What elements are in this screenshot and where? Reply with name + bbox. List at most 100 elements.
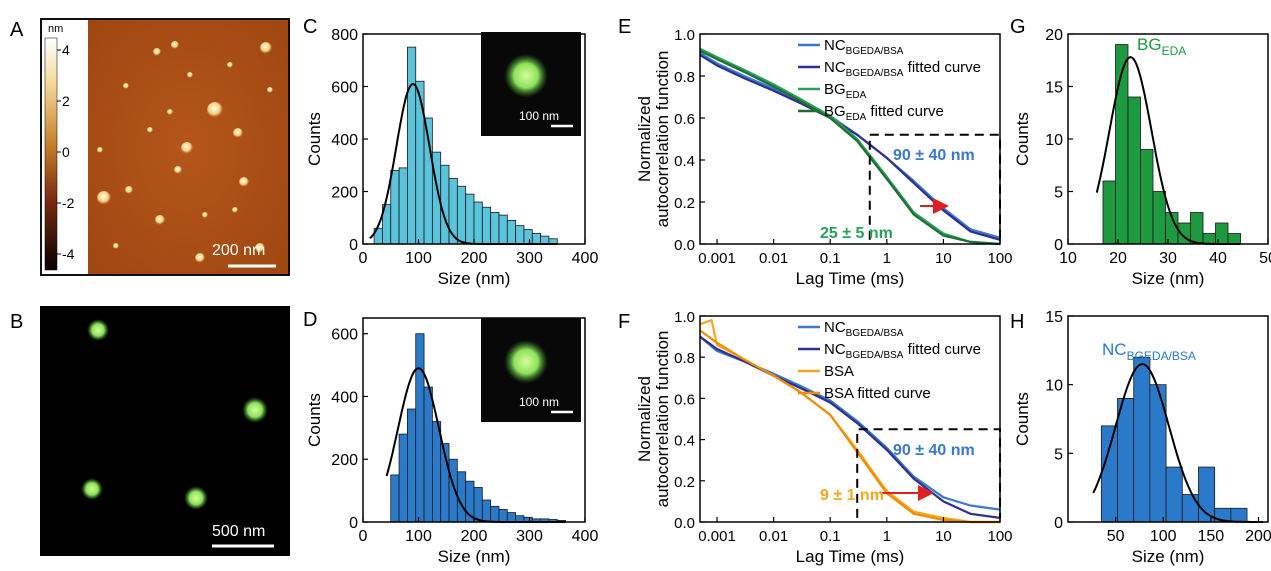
x-tick-label: 400 <box>572 250 599 267</box>
histogram-bar <box>1165 466 1183 523</box>
scale-bar-label: 200 nm <box>212 242 265 259</box>
afm-particle <box>255 243 265 253</box>
y-axis-label-line2: autocorrelation function <box>653 331 672 508</box>
y-tick-label: 0.6 <box>674 111 695 128</box>
legend-entry: NCBGEDA/BSA fitted curve <box>824 59 981 79</box>
y-tick-label: 0.4 <box>674 433 695 450</box>
plot-frame <box>699 33 1001 245</box>
panel-letter-h: H <box>1010 311 1024 333</box>
histogram-bar <box>440 164 450 245</box>
x-tick-label: 50 <box>1107 528 1125 545</box>
afm-particle <box>195 253 205 263</box>
histogram-bar <box>473 201 483 245</box>
histogram-bar <box>1190 212 1204 245</box>
size-annotation-large: 90 ± 40 nm <box>893 147 975 164</box>
afm-particle <box>260 42 272 54</box>
histogram-bar <box>415 333 425 523</box>
x-tick-label: 10 <box>935 528 952 545</box>
afm-particle <box>153 48 161 56</box>
afm-particle <box>267 87 273 93</box>
x-tick-label: 150 <box>1198 528 1225 545</box>
panel-letter-g: G <box>1010 16 1026 38</box>
y-tick-label: 0.6 <box>674 391 695 408</box>
panel-letter-d: D <box>303 309 317 331</box>
panel-b: B 500 nm <box>10 306 290 556</box>
size-annotation-small: 25 ± 5 nm <box>820 225 893 242</box>
histogram-bar <box>406 408 417 523</box>
fluorescent-particle <box>81 478 103 500</box>
fluorescence-image <box>40 306 290 556</box>
colorbar-tick-label: 4 <box>62 42 70 58</box>
chart-title: BGEDA <box>1137 35 1186 58</box>
legend-entry: NCBGEDA/BSA <box>824 37 904 57</box>
afm-particle <box>147 127 153 133</box>
x-tick-label: 100 <box>405 528 432 545</box>
histogram-bar <box>1100 425 1118 523</box>
x-axis-label: Lag Time (ms) <box>796 269 905 288</box>
histogram-h: 50 100 150 200 0 5 10 15 Size (nm) Counts NCBGEDA/… <box>1013 309 1271 566</box>
fcs-chart-e: 0.001 0.01 0.1 1 10 100 0.0 0.2 0.4 0.6 0.8 1.0 Lag … <box>635 27 1013 288</box>
legend-entry: BGEDA <box>824 81 867 101</box>
x-axis-label: Size (nm) <box>438 269 511 288</box>
afm-particle <box>207 102 223 118</box>
panel-letter-f: F <box>618 311 630 333</box>
x-tick-label: 30 <box>1159 250 1177 267</box>
colorbar-tick-label: -4 <box>62 246 75 262</box>
histogram-bar <box>1117 397 1135 523</box>
histogram-bar <box>506 219 517 245</box>
fcs-chart-f: 0.001 0.01 0.1 1 10 100 0.0 0.2 0.4 0.6 0.8 1.0 Lag … <box>635 309 1013 566</box>
x-tick-label: 0 <box>359 528 368 545</box>
x-tick-label: 100 <box>1150 528 1177 545</box>
afm-particle <box>232 207 238 213</box>
histogram-bar <box>1102 180 1116 245</box>
y-tick-label: 0.2 <box>674 195 695 212</box>
x-tick-label: 0.001 <box>698 250 736 267</box>
fcs-series-line <box>699 329 1000 524</box>
histogram-bar <box>490 505 500 523</box>
histogram-bar <box>390 170 400 245</box>
y-tick-label: 0.0 <box>674 237 695 254</box>
inset-scale-label: 100 nm <box>519 395 559 409</box>
y-tick-label: 0 <box>349 515 358 532</box>
y-axis-label: Counts <box>1013 112 1032 166</box>
y-tick-label: 800 <box>331 27 358 44</box>
afm-particle <box>187 72 193 78</box>
afm-particle <box>233 128 243 138</box>
x-tick-label: 0.1 <box>820 250 841 267</box>
x-tick-label: 0.01 <box>759 528 788 545</box>
histogram-bar <box>1215 222 1229 245</box>
histogram-bar <box>473 487 483 523</box>
inset-particle <box>504 339 548 384</box>
histogram-bar <box>523 229 533 245</box>
afm-particle <box>239 177 249 187</box>
x-tick-label: 10 <box>935 250 952 267</box>
x-tick-label: 20 <box>1109 250 1127 267</box>
y-tick-label: 400 <box>331 389 358 406</box>
afm-particle <box>113 243 119 249</box>
afm-particle <box>174 166 182 174</box>
x-axis-label: Size (nm) <box>1132 547 1205 566</box>
afm-particles <box>97 41 273 263</box>
histogram-d: 0 100 200 300 400 0 200 400 600 Size (nm) Counts 10… <box>305 317 598 566</box>
y-tick-label: 0 <box>1054 237 1063 254</box>
histogram-bar <box>1230 507 1248 523</box>
y-tick-label: 600 <box>331 80 358 97</box>
y-tick-label: 1.0 <box>674 309 695 326</box>
fluorescent-particle <box>184 486 208 510</box>
fcs-series-line <box>699 335 1001 519</box>
fluorescent-particle <box>242 397 268 423</box>
histogram-bar <box>398 167 408 245</box>
y-tick-label: 0.0 <box>674 515 695 532</box>
panel-letter: A <box>10 19 24 41</box>
histogram-bar <box>1181 494 1199 523</box>
histogram-bar <box>506 512 517 523</box>
histogram-bar <box>498 214 508 245</box>
histogram-bar <box>490 212 500 245</box>
x-tick-label: 200 <box>461 528 488 545</box>
histogram-bar <box>481 499 492 523</box>
panel-a: A nm 4 2 0 -2 -4 200 nm <box>10 18 290 276</box>
x-tick-label: 1 <box>883 528 891 545</box>
x-tick-label: 300 <box>516 528 543 545</box>
y-tick-label: 15 <box>1045 309 1063 326</box>
histogram-bar <box>398 433 408 523</box>
